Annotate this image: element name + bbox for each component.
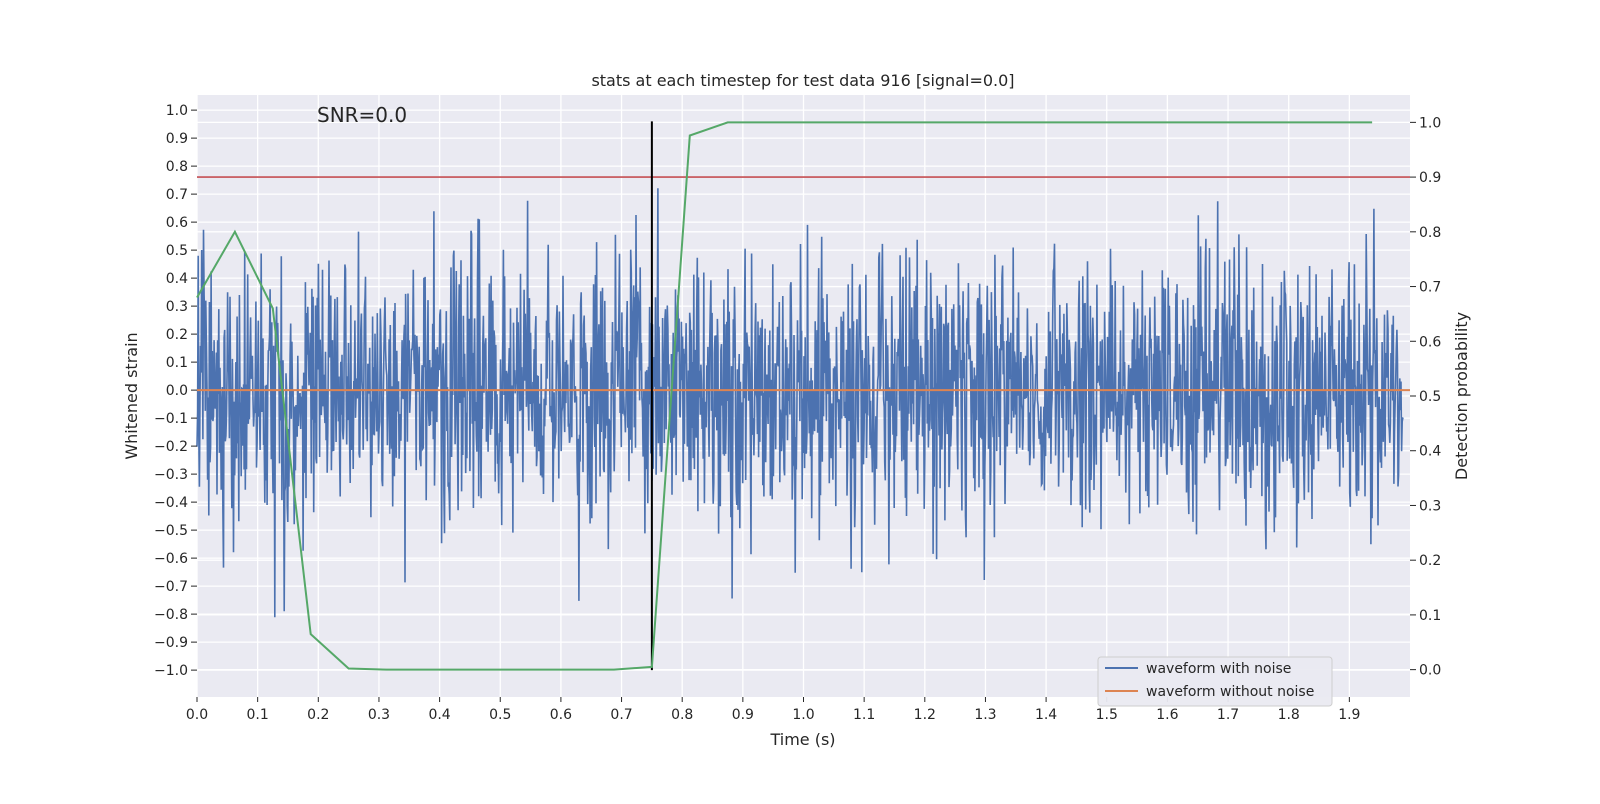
x-tick-label: 0.7 <box>610 707 632 723</box>
y-tick-label-right: 0.7 <box>1419 280 1441 296</box>
x-tick-label: 1.3 <box>974 707 996 723</box>
y-tick-label-left: 0.3 <box>166 299 188 315</box>
y-tick-label-left: 0.4 <box>166 271 188 287</box>
y-tick-label-right: 0.6 <box>1419 334 1441 350</box>
chart-title: stats at each timestep for test data 916… <box>591 71 1014 90</box>
x-tick-label: 1.7 <box>1217 707 1239 723</box>
y-tick-label-left: 0.9 <box>166 131 188 147</box>
y-tick-label-left: −0.7 <box>154 579 188 595</box>
y-tick-label-left: −0.2 <box>154 439 188 455</box>
y-tick-label-left: 0.1 <box>166 355 188 371</box>
x-tick-label: 0.3 <box>368 707 390 723</box>
y-tick-label-right: 0.1 <box>1419 608 1441 624</box>
x-tick-label: 1.2 <box>914 707 936 723</box>
x-tick-label: 1.1 <box>853 707 875 723</box>
y-tick-label-right: 0.4 <box>1419 444 1441 460</box>
x-tick-label: 1.4 <box>1035 707 1057 723</box>
x-tick-label: 1.9 <box>1338 707 1360 723</box>
y-tick-label-left: −0.4 <box>154 495 188 511</box>
y-tick-label-left: −0.9 <box>154 635 188 651</box>
y-tick-label-left: −0.3 <box>154 467 188 483</box>
y-tick-label-left: 0.8 <box>166 159 188 175</box>
x-tick-label: 1.6 <box>1156 707 1178 723</box>
y-tick-label-left: 0.7 <box>166 187 188 203</box>
x-tick-label: 1.5 <box>1096 707 1118 723</box>
x-tick-label: 0.5 <box>489 707 511 723</box>
y-tick-label-left: −1.0 <box>154 663 188 679</box>
y-tick-label-left: −0.8 <box>154 607 188 623</box>
y-tick-label-left: −0.1 <box>154 411 188 427</box>
x-tick-label: 0.8 <box>671 707 693 723</box>
legend: waveform with noise waveform without noi… <box>1098 657 1332 706</box>
legend-label-with-noise: waveform with noise <box>1146 661 1291 677</box>
y-tick-label-right: 0.3 <box>1419 498 1441 514</box>
y-tick-label-right: 0.5 <box>1419 389 1441 405</box>
x-tick-label: 1.8 <box>1278 707 1300 723</box>
x-tick-label: 0.6 <box>550 707 572 723</box>
y-tick-label-left: 1.0 <box>166 103 188 119</box>
y-tick-label-right: 0.8 <box>1419 225 1441 241</box>
legend-label-without-noise: waveform without noise <box>1146 684 1314 700</box>
y-tick-label-right: 0.2 <box>1419 553 1441 569</box>
x-tick-label: 0.9 <box>732 707 754 723</box>
x-tick-label: 0.0 <box>186 707 208 723</box>
y-tick-label-right: 1.0 <box>1419 115 1441 131</box>
y-tick-label-left: −0.5 <box>154 523 188 539</box>
x-axis-label: Time (s) <box>769 730 835 749</box>
x-tick-label: 1.0 <box>792 707 814 723</box>
y-tick-label-right: 0.9 <box>1419 170 1441 186</box>
y-tick-label-right: 0.0 <box>1419 663 1441 679</box>
x-tick-label: 0.4 <box>428 707 450 723</box>
y-tick-label-left: −0.6 <box>154 551 188 567</box>
y-tick-label-left: 0.2 <box>166 327 188 343</box>
y-tick-label-left: 0.5 <box>166 243 188 259</box>
y-axis-label-right: Detection probability <box>1452 312 1471 480</box>
y-tick-label-left: 0.0 <box>166 383 188 399</box>
y-tick-label-left: 0.6 <box>166 215 188 231</box>
x-tick-label: 0.1 <box>247 707 269 723</box>
x-tick-label: 0.2 <box>307 707 329 723</box>
snr-annotation: SNR=0.0 <box>317 103 407 127</box>
y-axis-label-left: Whitened strain <box>122 332 141 459</box>
